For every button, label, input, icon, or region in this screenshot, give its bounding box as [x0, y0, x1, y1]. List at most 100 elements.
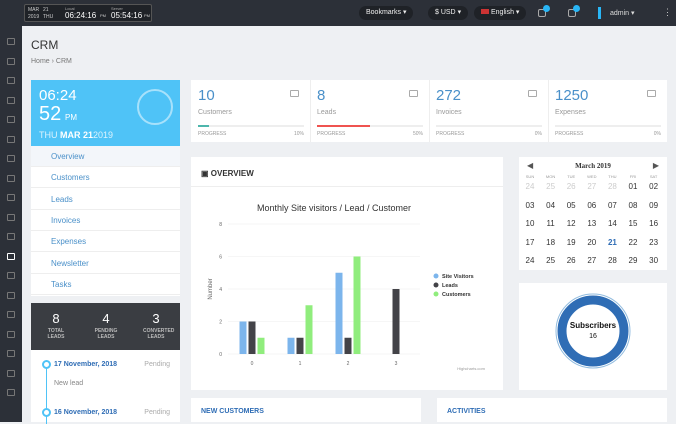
- kpi-label: Leads: [317, 109, 337, 116]
- menu-item[interactable]: Customers: [31, 167, 180, 189]
- menu-item[interactable]: Expenses: [31, 231, 180, 253]
- calendar-day[interactable]: 06: [587, 200, 597, 210]
- calendar-day[interactable]: 15: [628, 219, 638, 228]
- calendar-day[interactable]: 25: [546, 256, 556, 265]
- sidebar-icon[interactable]: [7, 311, 15, 318]
- bar: [248, 321, 256, 354]
- calendar-day[interactable]: 07: [607, 200, 617, 210]
- sidebar-icon[interactable]: [7, 369, 15, 377]
- bar: [257, 337, 265, 354]
- calendar-day[interactable]: 30: [649, 256, 659, 265]
- calendar-day[interactable]: 28: [607, 182, 617, 191]
- progress-value: 0%: [534, 131, 542, 137]
- sidebar-icon[interactable]: [7, 174, 15, 182]
- messages-icon[interactable]: [568, 9, 576, 17]
- calendar-day[interactable]: 26: [566, 256, 576, 265]
- calendar-day[interactable]: 26: [566, 182, 576, 191]
- menu-item[interactable]: Overview: [31, 146, 180, 167]
- kpi-divider: [548, 80, 549, 142]
- calendar-day[interactable]: 24: [525, 256, 535, 265]
- clock-time: 06:24: [39, 87, 77, 104]
- calendar-day[interactable]: 01: [628, 182, 638, 191]
- calendar-day[interactable]: 21: [607, 237, 617, 247]
- user-menu[interactable]: admin ▾: [610, 10, 635, 17]
- calendar-day[interactable]: 20: [587, 237, 597, 247]
- sidebar-icon[interactable]: [7, 272, 15, 279]
- calendar-day[interactable]: 09: [649, 200, 659, 210]
- sidebar-icon[interactable]: [7, 389, 15, 396]
- language-button[interactable]: English ▾: [474, 6, 527, 20]
- clock-seconds: 52: [39, 103, 62, 125]
- prev-month[interactable]: ◀: [527, 161, 534, 170]
- calendar-day[interactable]: 05: [566, 200, 576, 210]
- bar: [296, 337, 304, 354]
- kpi-row: 10 Customers PROGRESS 10% 8 Leads PROGRESS 50% 2…: [191, 80, 667, 142]
- currency-button[interactable]: $ USD ▾: [428, 6, 469, 20]
- server-ampm: PM: [144, 13, 150, 18]
- sidebar-icon[interactable]: [7, 233, 15, 240]
- subscribers-card: Subscribers 16: [519, 283, 667, 390]
- kpi-label: Expenses: [555, 109, 586, 116]
- sidebar-icon[interactable]: [7, 96, 15, 104]
- calendar-day[interactable]: 13: [587, 219, 597, 228]
- progress-bar: [317, 125, 370, 127]
- sidebar-icon[interactable]: [7, 57, 15, 65]
- badge: [573, 5, 580, 12]
- menu-item[interactable]: Tasks: [31, 274, 180, 295]
- section-title: NEW CUSTOMERS: [201, 408, 264, 415]
- sidebar-icon[interactable]: [7, 291, 15, 299]
- calendar-day[interactable]: 16: [649, 219, 659, 228]
- bar: [335, 272, 343, 354]
- divider: [191, 186, 503, 187]
- calendar-day[interactable]: 23: [649, 237, 659, 247]
- menu-item[interactable]: Leads: [31, 189, 180, 210]
- calendar-day[interactable]: 28: [607, 256, 617, 265]
- weekday: FRI: [629, 174, 637, 179]
- bookmarks-button[interactable]: Bookmarks ▾: [359, 6, 414, 20]
- progress-value: 50%: [412, 131, 423, 137]
- kpi-icon: [528, 90, 537, 97]
- calendar-day[interactable]: 03: [525, 200, 535, 210]
- menu-item[interactable]: Invoices: [31, 210, 180, 231]
- breadcrumb-item[interactable]: Home: [31, 58, 50, 65]
- calendar-day[interactable]: 27: [587, 256, 597, 265]
- calendar-day[interactable]: 10: [525, 219, 535, 228]
- y-axis-label: Number: [208, 278, 214, 299]
- calendar-day[interactable]: 12: [566, 219, 576, 228]
- sidebar-icon[interactable]: [7, 155, 15, 162]
- more-menu[interactable]: ⋮: [663, 7, 672, 17]
- calendar-day[interactable]: 17: [525, 237, 535, 247]
- menu-item[interactable]: Newsletter: [31, 253, 180, 274]
- calendar-day[interactable]: 29: [628, 256, 638, 265]
- calendar-day[interactable]: 25: [546, 182, 556, 191]
- legend-marker: [433, 273, 439, 279]
- next-month[interactable]: ▶: [652, 161, 659, 170]
- calendar-day[interactable]: 04: [546, 200, 556, 210]
- sidebar-icon[interactable]: [7, 135, 15, 143]
- sidebar-icon[interactable]: [7, 330, 15, 338]
- notifications-icon[interactable]: [538, 9, 546, 17]
- x-tick-label: 3: [395, 361, 398, 367]
- calendar-day[interactable]: 02: [649, 182, 659, 191]
- calendar-day[interactable]: 11: [546, 219, 555, 228]
- progress-value: 0%: [653, 131, 661, 137]
- sidebar-icon[interactable]: [7, 252, 15, 260]
- sidebar-icon[interactable]: [7, 213, 15, 221]
- calendar-day[interactable]: 22: [628, 237, 638, 247]
- calendar-day[interactable]: 14: [607, 219, 617, 228]
- y-tick-label: 4: [219, 287, 222, 293]
- sidebar-icon[interactable]: [7, 77, 15, 84]
- progress-track: [555, 125, 661, 127]
- sidebar-icon[interactable]: [7, 116, 15, 123]
- sidebar-icon[interactable]: [7, 194, 15, 201]
- calendar-day[interactable]: 08: [628, 200, 638, 210]
- sidebar-icon[interactable]: [7, 350, 15, 357]
- calendar-day[interactable]: 18: [546, 237, 556, 247]
- calendar-day[interactable]: 24: [525, 182, 535, 191]
- chart-title: Monthly Site visitors / Lead / Customer: [257, 203, 411, 213]
- calendar-day[interactable]: 27: [587, 182, 597, 191]
- user-name: admin: [610, 10, 630, 17]
- calendar-day[interactable]: 19: [566, 237, 576, 247]
- sidebar-icon[interactable]: [7, 38, 15, 45]
